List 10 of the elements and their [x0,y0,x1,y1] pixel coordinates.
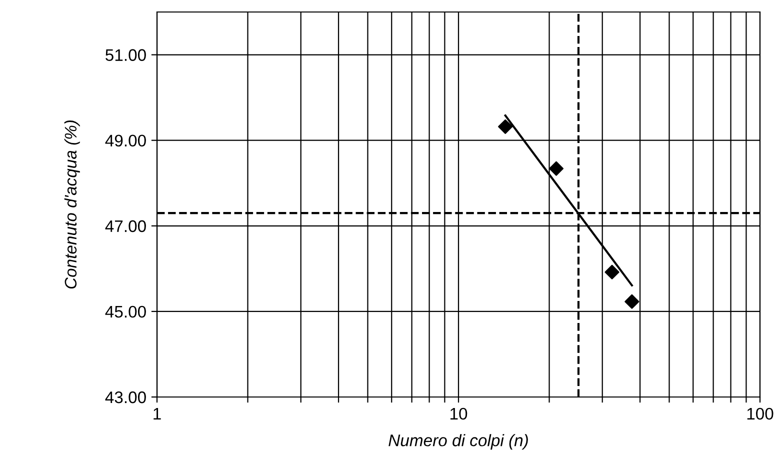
y-tick-label: 43.00 [105,391,146,404]
x-tick-label: 10 [450,408,468,420]
x-tick-label: 1 [154,408,161,420]
y-tick-label: 49.00 [105,134,146,147]
x-axis-title: Numero di colpi (n) [388,434,528,450]
y-tick-label: 45.00 [105,306,146,318]
y-axis-title: Contenuto d'acqua (%) [64,120,80,289]
y-tick-label: 51.00 [106,49,146,61]
y-tick-label: 47.00 [105,220,146,232]
x-tick-label: 100 [747,408,774,420]
